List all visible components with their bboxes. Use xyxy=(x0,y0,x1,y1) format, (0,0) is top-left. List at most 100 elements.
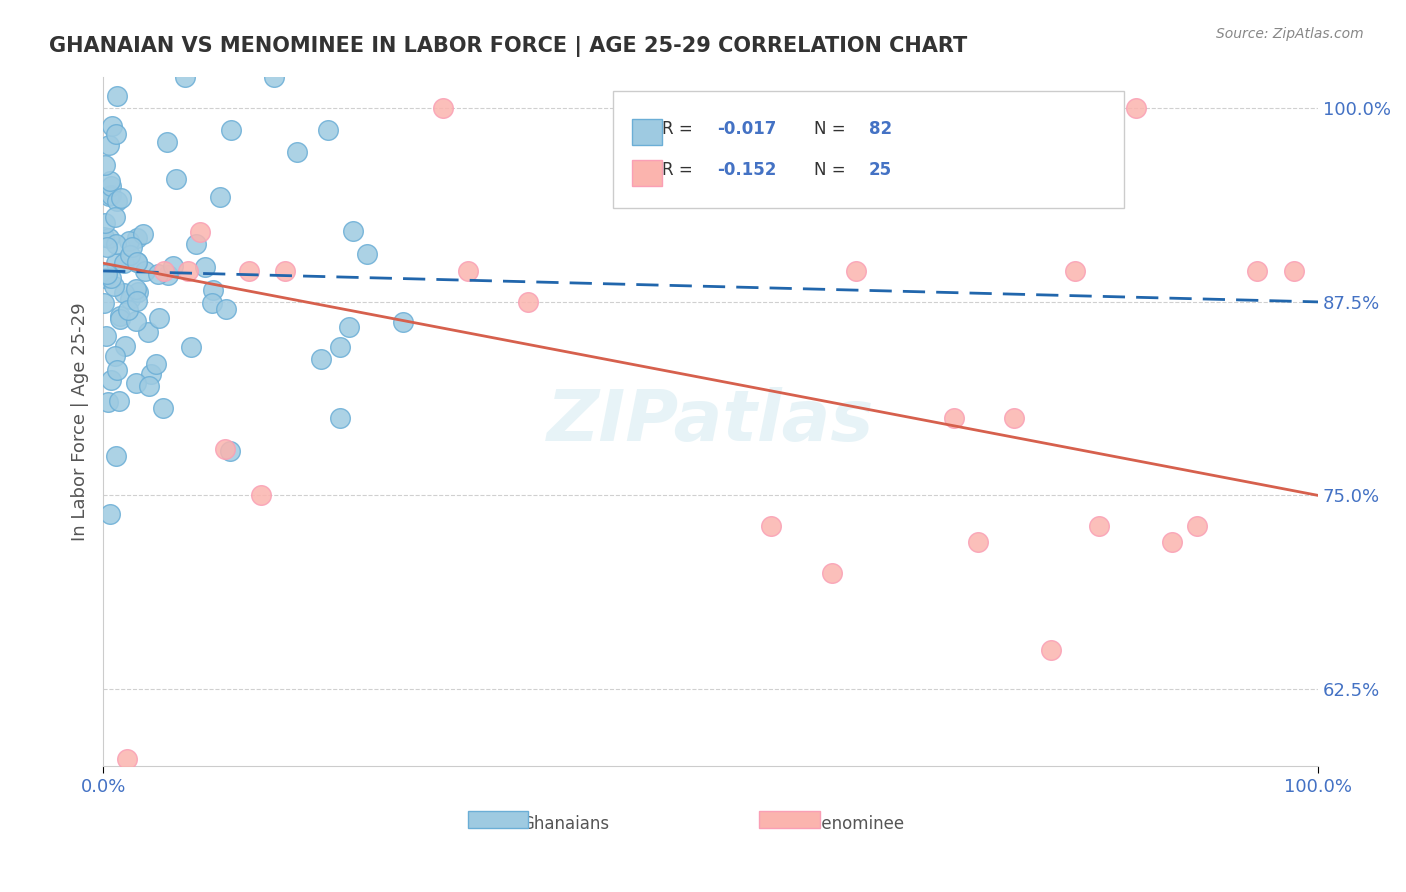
Point xyxy=(162,259,184,273)
Point xyxy=(1125,102,1147,116)
Text: N =: N = xyxy=(814,161,851,179)
Point xyxy=(98,174,121,188)
Point xyxy=(93,230,115,244)
Point xyxy=(96,240,118,254)
Point xyxy=(118,234,141,248)
Point xyxy=(201,283,224,297)
Point xyxy=(94,329,117,343)
Point xyxy=(100,271,122,285)
Point xyxy=(263,70,285,85)
Text: ZIPatlas: ZIPatlas xyxy=(547,387,875,457)
Text: -0.017: -0.017 xyxy=(717,120,776,138)
Point xyxy=(110,309,132,323)
Point xyxy=(146,267,169,281)
Point xyxy=(139,368,162,382)
Point xyxy=(100,508,122,522)
Point xyxy=(1282,264,1305,278)
Point xyxy=(96,267,118,281)
Text: R =: R = xyxy=(662,120,697,138)
Point xyxy=(208,190,231,204)
Point xyxy=(432,102,454,116)
Point xyxy=(845,264,868,278)
Text: Ghanaians: Ghanaians xyxy=(520,814,609,832)
Point xyxy=(105,256,128,270)
Point xyxy=(97,395,120,409)
Point xyxy=(329,411,352,425)
Point xyxy=(1161,534,1184,549)
Point xyxy=(967,534,990,549)
Point xyxy=(165,171,187,186)
Point xyxy=(104,349,127,363)
Point xyxy=(107,194,129,209)
Point xyxy=(125,255,148,269)
Point xyxy=(329,340,352,354)
Y-axis label: In Labor Force | Age 25-29: In Labor Force | Age 25-29 xyxy=(72,302,89,541)
Point xyxy=(457,264,479,278)
Point xyxy=(127,255,149,269)
Point xyxy=(125,231,148,245)
Point xyxy=(761,519,783,533)
Point xyxy=(104,449,127,463)
Point xyxy=(188,225,211,239)
Text: Source: ZipAtlas.com: Source: ZipAtlas.com xyxy=(1216,27,1364,41)
Point xyxy=(156,135,179,149)
Point xyxy=(215,302,238,317)
Point xyxy=(219,123,242,137)
Text: 82: 82 xyxy=(869,120,891,138)
Point xyxy=(117,303,139,318)
Point xyxy=(1246,264,1268,278)
Text: Menominee: Menominee xyxy=(808,814,905,832)
Point xyxy=(125,294,148,309)
Point xyxy=(93,295,115,310)
Point xyxy=(136,325,159,339)
Point xyxy=(311,352,333,367)
Point xyxy=(104,127,127,141)
Point xyxy=(100,187,122,202)
Point xyxy=(1039,643,1062,657)
FancyBboxPatch shape xyxy=(613,91,1123,209)
Point xyxy=(108,394,131,409)
Point xyxy=(94,158,117,172)
Point xyxy=(177,264,200,278)
Point xyxy=(316,123,339,137)
Point xyxy=(117,751,139,765)
Point xyxy=(1002,411,1025,425)
Point xyxy=(94,216,117,230)
Point xyxy=(98,188,121,202)
Point xyxy=(174,70,197,85)
Point xyxy=(114,339,136,353)
Point xyxy=(157,268,180,283)
Point xyxy=(1088,519,1111,533)
Point xyxy=(127,285,149,299)
Point xyxy=(132,227,155,241)
Point xyxy=(180,340,202,354)
Point xyxy=(101,119,124,133)
Point xyxy=(105,89,128,103)
Point xyxy=(356,246,378,260)
Point xyxy=(517,294,540,309)
Point xyxy=(138,379,160,393)
Point xyxy=(219,444,242,458)
Point xyxy=(110,191,132,205)
Point xyxy=(1064,264,1087,278)
Point xyxy=(108,312,131,326)
Point xyxy=(118,248,141,262)
Point xyxy=(194,260,217,274)
Point xyxy=(120,292,142,306)
Point xyxy=(153,264,176,278)
Point xyxy=(125,282,148,296)
Point xyxy=(145,357,167,371)
Point xyxy=(121,240,143,254)
Point xyxy=(942,411,965,425)
Point xyxy=(97,231,120,245)
Point xyxy=(821,566,844,580)
Point xyxy=(105,236,128,251)
Point xyxy=(100,373,122,387)
Point xyxy=(103,279,125,293)
Point xyxy=(148,311,170,326)
Text: -0.152: -0.152 xyxy=(717,161,776,179)
Point xyxy=(125,376,148,390)
Bar xyxy=(631,160,662,186)
Point xyxy=(285,145,308,160)
Text: N =: N = xyxy=(814,120,851,138)
